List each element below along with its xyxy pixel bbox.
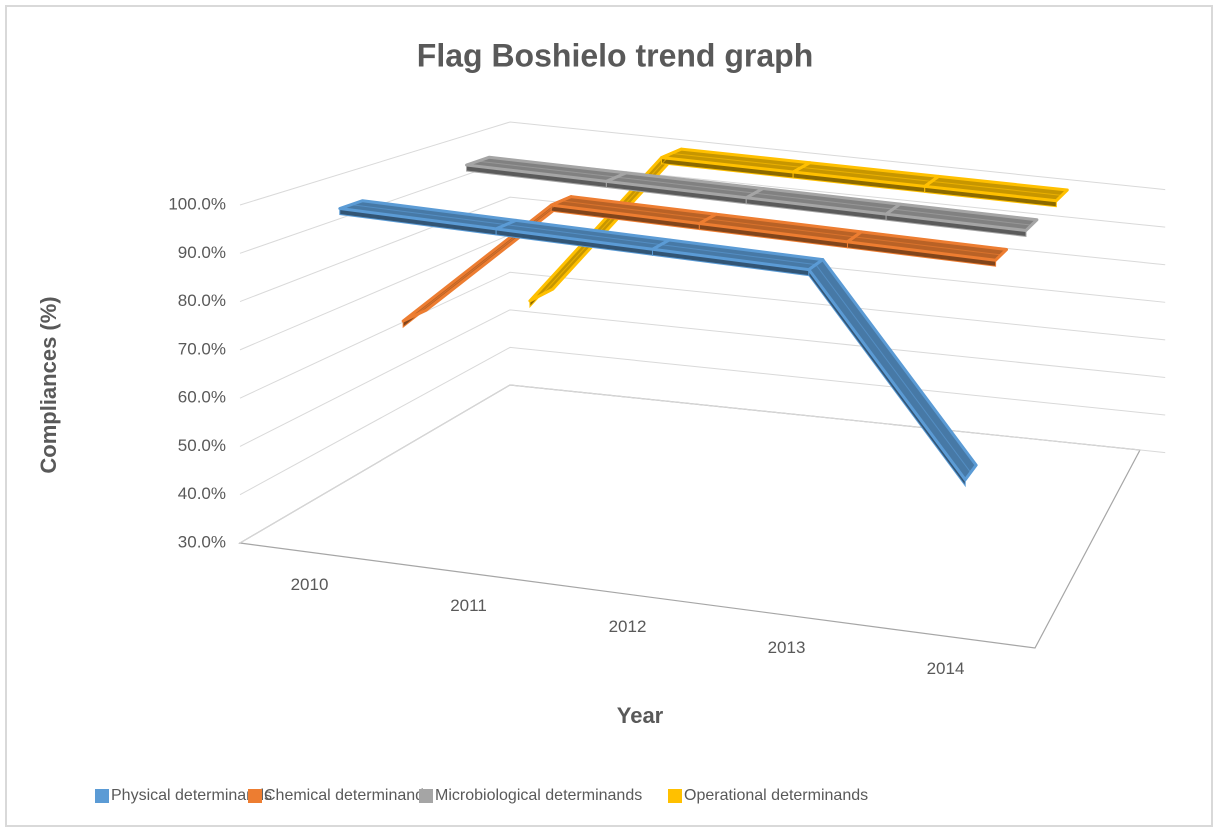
legend-label: Operational determinands (684, 787, 868, 804)
y-tick-label: 70.0% (178, 339, 226, 358)
legend-label: Microbiological determinands (435, 787, 642, 804)
x-axis-title: Year (617, 703, 664, 728)
chart-title: Flag Boshielo trend graph (417, 37, 813, 73)
y-tick-label: 40.0% (178, 484, 226, 503)
y-tick-label: 90.0% (178, 243, 226, 262)
grid-line (239, 346, 1166, 496)
legend-label: Chemical determinands (264, 787, 432, 804)
x-tick-label: 2012 (609, 617, 647, 636)
y-tick-label: 100.0% (168, 194, 226, 213)
y-tick-label: 30.0% (178, 532, 226, 551)
y-tick-label: 60.0% (178, 388, 226, 407)
series-line (351, 204, 972, 473)
legend-label: Physical determinands (111, 787, 272, 804)
x-tick-label: 2014 (927, 659, 965, 678)
y-tick-label: 50.0% (178, 436, 226, 455)
x-tick-label: 2011 (450, 596, 487, 615)
ribbon-top (807, 258, 978, 482)
legend-swatch (419, 789, 433, 803)
x-tick-label: 2010 (291, 575, 329, 594)
chart-frame (5, 5, 1213, 827)
legend-swatch (95, 789, 109, 803)
series-line (540, 152, 1062, 296)
legend-swatch (248, 789, 262, 803)
grid-line (239, 121, 1166, 206)
y-axis-title: Compliances (%) (36, 296, 61, 473)
series-line (477, 160, 1032, 226)
legend-swatch (668, 789, 682, 803)
series-line (414, 200, 1002, 317)
grid-line (239, 271, 1166, 399)
x-tick-label: 2013 (768, 638, 806, 657)
y-tick-label: 80.0% (178, 291, 226, 310)
grid-line (239, 309, 1166, 447)
